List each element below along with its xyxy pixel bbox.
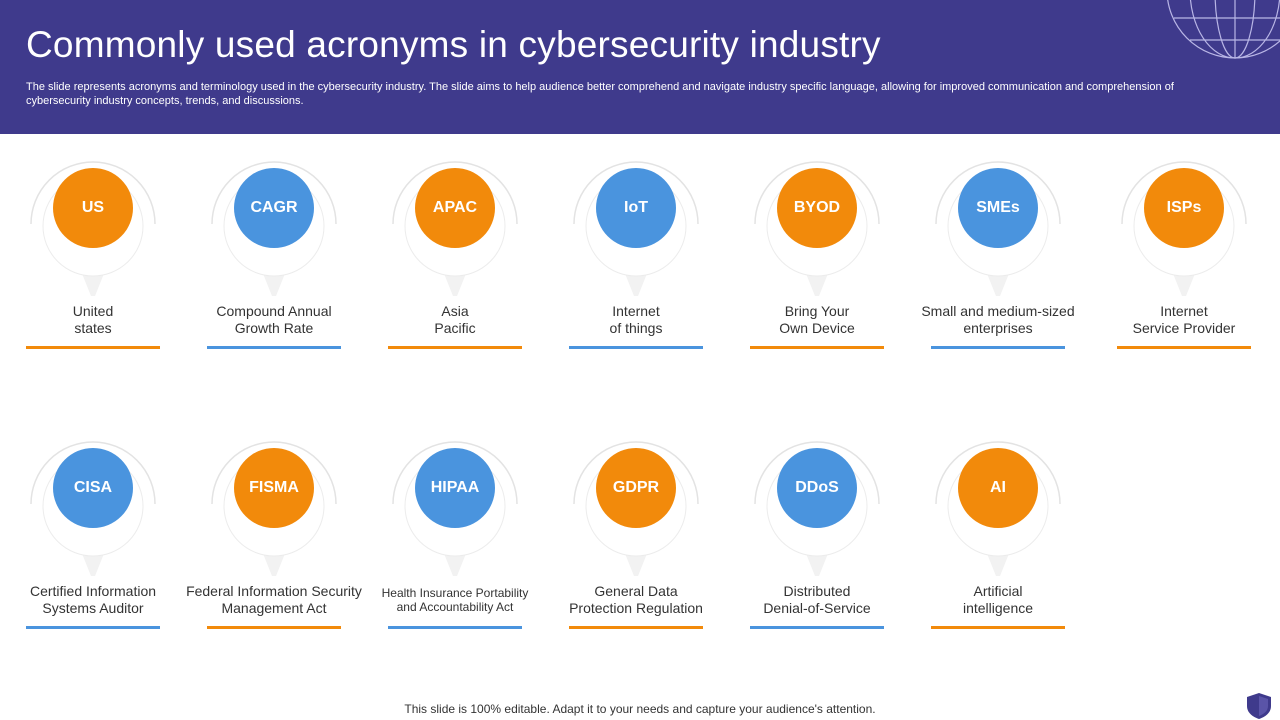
acronym-definition: Health Insurance Portability and Accounta…: [365, 576, 545, 624]
definition-line-1: United: [72, 303, 114, 319]
acronym-badge: IoT: [596, 168, 676, 248]
underline-bar: [750, 346, 884, 349]
underline-bar: [931, 626, 1065, 629]
acronym-card-cagr: CAGR Compound Annual Growth Rate: [184, 146, 364, 356]
definition-line-2: Management Act: [221, 600, 327, 616]
definition-line-1: Internet: [1160, 303, 1208, 319]
acronym-definition: General Data Protection Regulation: [546, 576, 726, 624]
definition-line-2: intelligence: [962, 600, 1034, 616]
acronym-card-fisma: FISMA Federal Information Security Managem…: [184, 426, 364, 636]
acronym-card-ai: AI Artificial intelligence: [908, 426, 1088, 636]
acronym-badge: BYOD: [777, 168, 857, 248]
acronym-definition: Compound Annual Growth Rate: [184, 296, 364, 344]
definition-line-1: Certified Information: [29, 583, 157, 599]
definition-line-1: Internet: [612, 303, 660, 319]
acronym-definition: Asia Pacific: [365, 296, 545, 344]
definition-line-2: Growth Rate: [234, 320, 314, 336]
definition-line-1: Distributed: [783, 583, 851, 599]
underline-bar: [26, 346, 160, 349]
acronym-card-hipaa: HIPAA Health Insurance Portability and Acc…: [365, 426, 545, 636]
slide-description: The slide represents acronyms and termin…: [26, 81, 1174, 107]
underline-bar: [569, 346, 703, 349]
underline-bar: [1117, 346, 1251, 349]
definition-line-1: Artificial: [973, 583, 1023, 599]
acronym-card-cisa: CISA Certified Information Systems Auditor: [3, 426, 183, 636]
acronym-definition: Internet of things: [546, 296, 726, 344]
definition-line-1: Bring Your: [784, 303, 850, 319]
definition-line-1: Asia: [441, 303, 469, 319]
acronym-card-apac: APAC Asia Pacific: [365, 146, 545, 356]
acronym-card-gdpr: GDPR General Data Protection Regulation: [546, 426, 726, 636]
acronym-definition: Bring Your Own Device: [727, 296, 907, 344]
acronym-card-byod: BYOD Bring Your Own Device: [727, 146, 907, 356]
underline-bar: [388, 626, 522, 629]
acronym-card-us: US United states: [3, 146, 183, 356]
definition-line-2: enterprises: [963, 320, 1033, 336]
acronym-definition: Artificial intelligence: [908, 576, 1088, 624]
underline-bar: [26, 626, 160, 629]
page-title: Commonly used acronyms in cybersecurity …: [26, 24, 881, 65]
shield-icon: [1247, 693, 1271, 719]
acronym-badge: CISA: [53, 448, 133, 528]
acronym-card-smes: SMEs Small and medium-sized enterprises: [908, 146, 1088, 356]
acronym-badge: US: [53, 168, 133, 248]
definition-line-2: Systems Auditor: [42, 600, 144, 616]
definition-line-2: states: [74, 320, 112, 336]
definition-line-1: Compound Annual: [216, 303, 332, 319]
definition-line-2: Own Device: [779, 320, 855, 336]
acronym-card-iot: IoT Internet of things: [546, 146, 726, 356]
acronym-badge: GDPR: [596, 448, 676, 528]
underline-bar: [207, 626, 341, 629]
acronym-badge: AI: [958, 448, 1038, 528]
acronym-definition: Internet Service Provider: [1094, 296, 1274, 344]
definition-line-1: Federal Information Security: [186, 583, 362, 599]
underline-bar: [388, 346, 522, 349]
underline-bar: [207, 346, 341, 349]
definition-line-2: Denial-of-Service: [763, 600, 871, 616]
acronym-badge: HIPAA: [415, 448, 495, 528]
definition-line-1: General Data: [594, 583, 678, 599]
acronym-card-ddos: DDoS Distributed Denial-of-Service: [727, 426, 907, 636]
underline-bar: [569, 626, 703, 629]
acronym-definition: Distributed Denial-of-Service: [727, 576, 907, 624]
acronym-card-isps: ISPs Internet Service Provider: [1094, 146, 1274, 356]
footer-note: This slide is 100% editable. Adapt it to…: [404, 702, 876, 716]
definition-line-2: Pacific: [434, 320, 476, 336]
underline-bar: [931, 346, 1065, 349]
acronym-badge: DDoS: [777, 448, 857, 528]
definition-line-2: of things: [609, 320, 663, 336]
acronym-badge: SMEs: [958, 168, 1038, 248]
acronym-definition: United states: [3, 296, 183, 344]
acronym-badge: CAGR: [234, 168, 314, 248]
acronym-badge: ISPs: [1144, 168, 1224, 248]
definition-line-2: and Accountability Act: [396, 600, 514, 614]
definition-line-2: Protection Regulation: [569, 600, 703, 616]
acronym-definition: Federal Information Security Management A…: [184, 576, 364, 624]
definition-line-2: Service Provider: [1132, 320, 1236, 336]
globe-icon: [1167, 0, 1280, 59]
header-banner: Commonly used acronyms in cybersecurity …: [0, 0, 1280, 134]
acronym-definition: Certified Information Systems Auditor: [3, 576, 183, 624]
acronym-definition: Small and medium-sized enterprises: [908, 296, 1088, 344]
underline-bar: [750, 626, 884, 629]
definition-line-1: Small and medium-sized: [921, 303, 1075, 319]
acronym-badge: APAC: [415, 168, 495, 248]
definition-line-1: Health Insurance Portability: [381, 586, 529, 600]
acronym-badge: FISMA: [234, 448, 314, 528]
